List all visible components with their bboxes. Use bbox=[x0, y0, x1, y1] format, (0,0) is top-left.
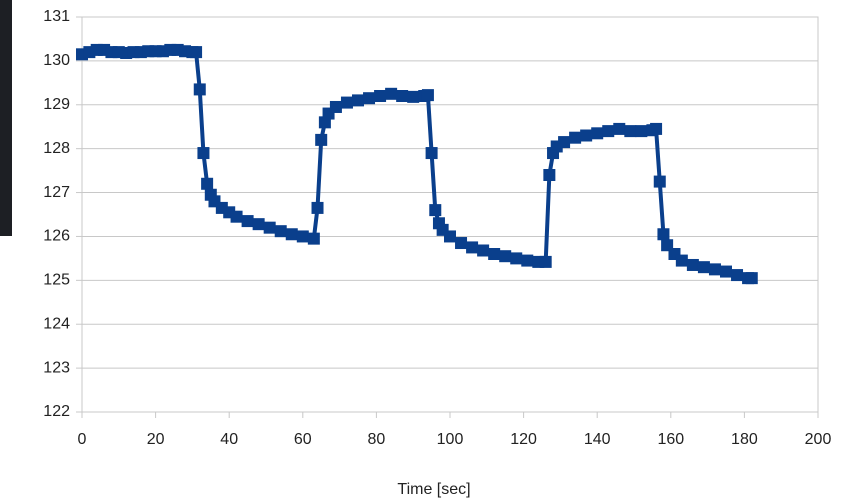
y-tick-label: 131 bbox=[43, 8, 70, 25]
data-point bbox=[312, 202, 324, 214]
x-tick-label: 100 bbox=[437, 431, 464, 448]
data-point bbox=[275, 225, 287, 237]
y-tick-label: 123 bbox=[43, 359, 70, 376]
x-tick-label: 0 bbox=[78, 431, 87, 448]
data-point bbox=[363, 92, 375, 104]
data-point bbox=[385, 88, 397, 100]
data-point bbox=[286, 228, 298, 240]
x-tick-label: 120 bbox=[510, 431, 537, 448]
data-point bbox=[466, 241, 478, 253]
data-point bbox=[591, 127, 603, 139]
y-tick-label: 124 bbox=[43, 315, 70, 332]
x-tick-label: 160 bbox=[657, 431, 684, 448]
data-point bbox=[194, 83, 206, 95]
data-point bbox=[253, 218, 265, 230]
data-point bbox=[624, 125, 636, 137]
y-tick-label: 126 bbox=[43, 228, 70, 245]
data-point bbox=[521, 255, 533, 267]
y-tick-label: 129 bbox=[43, 96, 70, 113]
data-point bbox=[687, 259, 699, 271]
data-point bbox=[477, 244, 489, 256]
x-tick-label: 60 bbox=[294, 431, 312, 448]
y-tick-label: 130 bbox=[43, 52, 70, 69]
x-tick-label: 80 bbox=[368, 431, 386, 448]
x-tick-label: 40 bbox=[220, 431, 238, 448]
data-point bbox=[231, 211, 243, 223]
x-tick-label: 140 bbox=[584, 431, 611, 448]
data-point bbox=[341, 97, 353, 109]
data-point bbox=[455, 237, 467, 249]
data-point bbox=[654, 176, 666, 188]
data-point bbox=[510, 252, 522, 264]
data-point bbox=[543, 169, 555, 181]
data-point bbox=[499, 250, 511, 262]
data-point bbox=[308, 233, 320, 245]
data-point bbox=[650, 123, 662, 135]
data-point bbox=[197, 147, 209, 159]
y-tick-label: 127 bbox=[43, 184, 70, 201]
y-tick-label: 125 bbox=[43, 272, 70, 289]
data-point bbox=[315, 134, 327, 146]
data-point bbox=[657, 228, 669, 240]
data-point bbox=[731, 269, 743, 281]
data-point bbox=[720, 266, 732, 278]
data-point bbox=[580, 130, 592, 142]
data-point bbox=[407, 91, 419, 103]
data-point bbox=[709, 263, 721, 275]
x-tick-label: 20 bbox=[147, 431, 165, 448]
photo-edge bbox=[0, 0, 12, 236]
data-point bbox=[602, 125, 614, 137]
data-point bbox=[613, 123, 625, 135]
data-point bbox=[374, 90, 386, 102]
data-point bbox=[569, 132, 581, 144]
data-point bbox=[676, 255, 688, 267]
x-tick-label: 180 bbox=[731, 431, 758, 448]
data-point bbox=[190, 46, 202, 58]
data-point bbox=[242, 215, 254, 227]
data-point bbox=[330, 101, 342, 113]
data-point bbox=[264, 222, 276, 234]
plot-frame bbox=[82, 17, 818, 412]
data-point bbox=[352, 94, 364, 106]
data-point bbox=[422, 89, 434, 101]
data-point bbox=[698, 261, 710, 273]
data-point bbox=[429, 204, 441, 216]
data-line bbox=[82, 50, 752, 278]
data-point bbox=[540, 256, 552, 268]
data-point bbox=[426, 147, 438, 159]
chart: Time [sec] 122 123 124 125 126 127 128 129 130 13… bbox=[0, 0, 852, 504]
data-point bbox=[396, 90, 408, 102]
x-tick-label: 200 bbox=[805, 431, 832, 448]
y-tick-label: 122 bbox=[43, 403, 70, 420]
data-point bbox=[297, 230, 309, 242]
data-point bbox=[746, 272, 758, 284]
data-point bbox=[201, 178, 213, 190]
data-point bbox=[635, 125, 647, 137]
data-point bbox=[444, 230, 456, 242]
data-point bbox=[558, 136, 570, 148]
data-point bbox=[488, 248, 500, 260]
x-axis-title: Time [sec] bbox=[397, 481, 470, 498]
y-tick-label: 128 bbox=[43, 140, 70, 157]
